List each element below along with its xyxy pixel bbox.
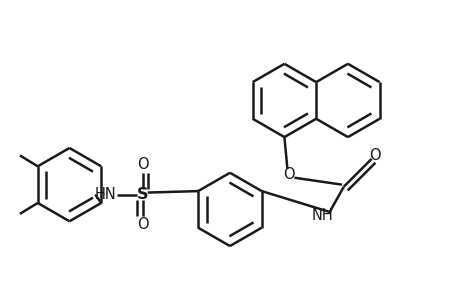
Text: HN: HN: [94, 187, 116, 202]
Text: O: O: [284, 167, 295, 182]
Text: O: O: [369, 148, 380, 163]
Text: O: O: [137, 217, 149, 232]
Text: NH: NH: [311, 208, 333, 223]
Text: O: O: [137, 157, 149, 172]
Text: S: S: [137, 187, 149, 202]
